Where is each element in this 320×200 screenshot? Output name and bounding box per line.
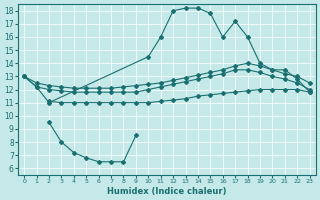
X-axis label: Humidex (Indice chaleur): Humidex (Indice chaleur)	[107, 187, 227, 196]
